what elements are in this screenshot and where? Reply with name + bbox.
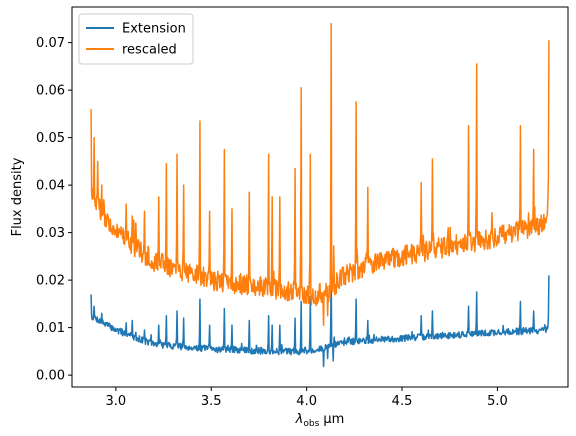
plot-area xyxy=(72,7,568,387)
y-tick-label: 0.03 xyxy=(36,226,65,241)
x-tick-label: 5.0 xyxy=(487,394,508,409)
legend-label-rescaled: rescaled xyxy=(122,43,177,58)
y-tick-label: 0.01 xyxy=(36,321,65,336)
legend-label-extension: Extension xyxy=(122,22,186,37)
y-tick-label: 0.02 xyxy=(36,274,65,289)
series-line-rescaled xyxy=(90,22,550,326)
legend: Extension rescaled xyxy=(78,13,194,65)
x-tick-label: 4.5 xyxy=(392,394,413,409)
y-tick-label: 0.00 xyxy=(36,369,65,384)
x-axis-label-symbol: λ xyxy=(295,412,304,427)
y-tick-label: 0.06 xyxy=(36,84,65,99)
y-tick-label: 0.04 xyxy=(36,179,65,194)
series-line-extension xyxy=(90,269,550,368)
plot-frame xyxy=(71,6,569,388)
series-layer xyxy=(90,22,550,368)
y-axis: 0.00 0.01 0.02 0.03 0.04 0.05 0.06 0.07 xyxy=(36,36,72,384)
x-axis: 3.0 3.5 4.0 4.5 5.0 xyxy=(106,387,508,409)
x-axis-label: λobs μm xyxy=(295,412,345,429)
x-axis-label-unit: μm xyxy=(319,412,344,427)
x-tick-label: 3.0 xyxy=(106,394,127,409)
y-axis-label: Flux density xyxy=(10,157,25,236)
x-tick-label: 4.0 xyxy=(296,394,317,409)
y-tick-label: 0.05 xyxy=(36,131,65,146)
legend-box xyxy=(78,13,194,65)
y-tick-label: 0.07 xyxy=(36,36,65,51)
x-tick-label: 3.5 xyxy=(201,394,222,409)
x-axis-label-subscript: obs xyxy=(303,419,319,429)
